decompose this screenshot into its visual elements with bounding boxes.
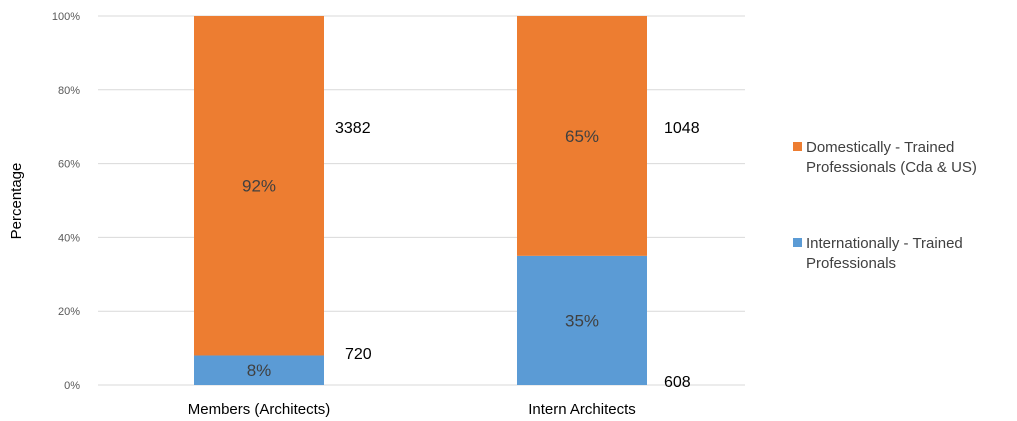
- x-category-label: Members (Architects): [188, 401, 331, 418]
- count-labels: 720 3382 608 1048: [335, 120, 700, 391]
- bars: 8% 92% 35% 65%: [194, 16, 647, 385]
- count-label: 1048: [664, 120, 700, 137]
- count-label: 608: [664, 374, 691, 391]
- count-label: 3382: [335, 120, 371, 137]
- y-tick-label: 100%: [52, 11, 80, 23]
- bar-segment: [517, 255, 647, 385]
- bar-segment: [194, 16, 324, 356]
- legend-swatch: [793, 238, 802, 247]
- legend-label: Professionals (Cda & US): [806, 159, 977, 176]
- y-axis-title: Percentage: [8, 163, 25, 240]
- data-label: 92%: [242, 177, 276, 196]
- count-label: 720: [345, 346, 372, 363]
- y-axis-ticks: 0% 20% 40% 60% 80% 100%: [52, 11, 80, 392]
- x-category-label: Intern Architects: [528, 401, 636, 418]
- y-tick-label: 0%: [64, 380, 80, 392]
- legend-label: Domestically - Trained: [806, 139, 954, 156]
- bar-segment: [517, 16, 647, 256]
- bar-segment: [194, 355, 324, 385]
- x-axis-categories: Members (Architects) Intern Architects: [188, 401, 636, 418]
- legend-label: Professionals: [806, 255, 896, 272]
- y-tick-label: 60%: [58, 159, 80, 171]
- y-tick-label: 80%: [58, 85, 80, 97]
- data-label: 35%: [565, 311, 599, 330]
- legend-label: Internationally - Trained: [806, 235, 963, 252]
- data-label: 8%: [247, 361, 272, 380]
- data-label: 65%: [565, 127, 599, 146]
- legend-swatch: [793, 142, 802, 151]
- y-tick-label: 40%: [58, 232, 80, 244]
- legend: Domestically - Trained Professionals (Cda…: [793, 139, 977, 272]
- y-tick-label: 20%: [58, 306, 80, 318]
